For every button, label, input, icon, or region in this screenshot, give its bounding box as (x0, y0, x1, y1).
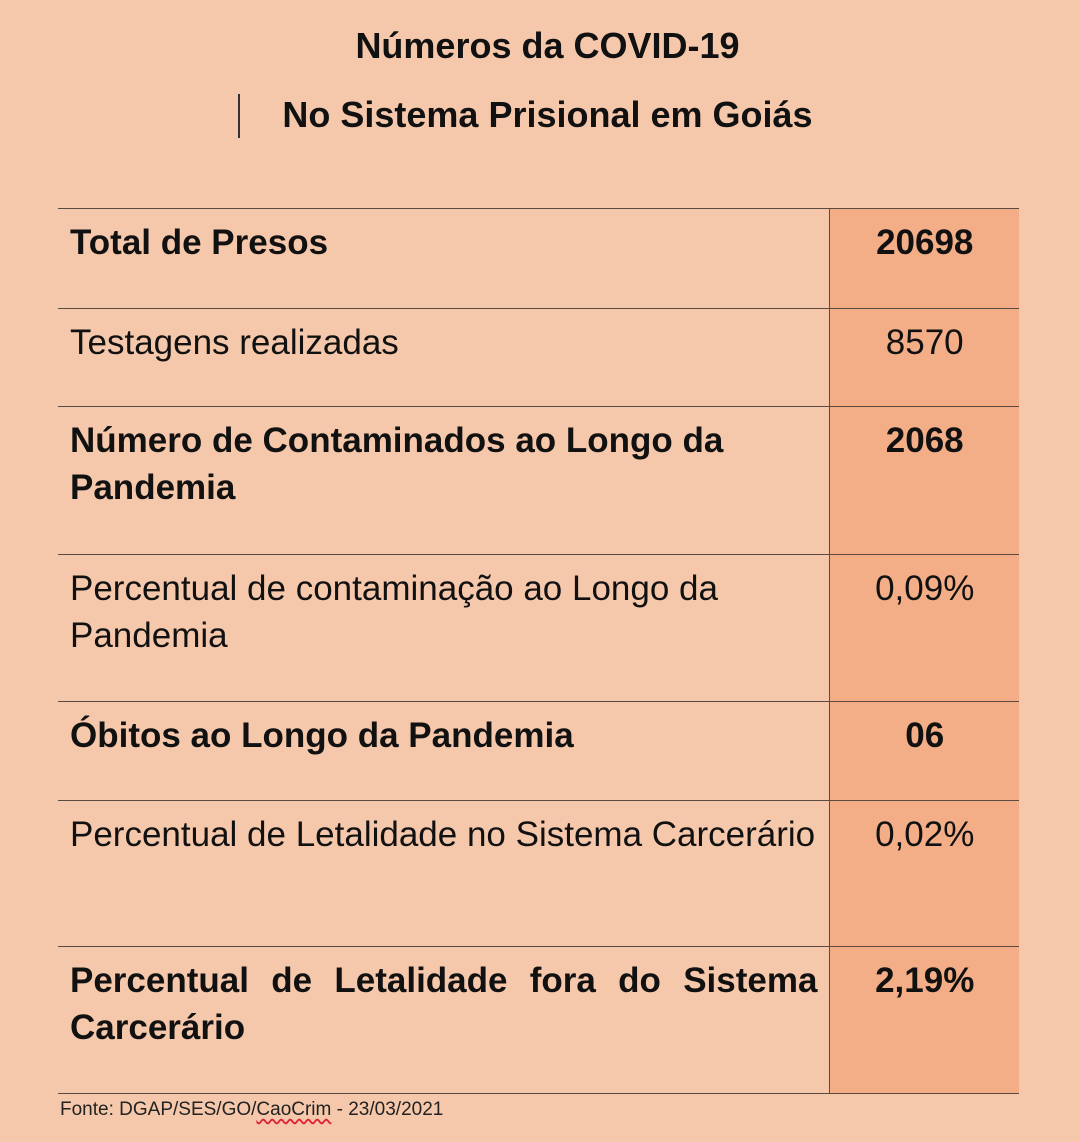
row-label: Percentual de contaminação ao Longo da P… (58, 554, 830, 702)
row-label: Percentual de Letalidade fora do Sistema… (58, 946, 830, 1094)
title-line-1: Números da COVID-19 (355, 25, 740, 66)
source-org: CaoCrim (256, 1099, 332, 1120)
row-value: 8570 (829, 308, 1019, 407)
covid-stats-table: Total de Presos 20698 Testagens realizad… (58, 208, 1019, 1094)
row-value: 20698 (829, 208, 1019, 309)
row-value: 0,09% (829, 554, 1019, 702)
title-line-2: No Sistema Prisional em Goiás (282, 94, 813, 135)
table-row: Testagens realizadas 8570 (58, 308, 1019, 407)
text-cursor (238, 94, 240, 138)
row-label: Óbitos ao Longo da Pandemia (58, 701, 830, 801)
row-value: 06 (829, 701, 1019, 801)
source-prefix: Fonte: DGAP/SES/GO/ (60, 1099, 257, 1120)
source-caption: Fonte: DGAP/SES/GO/CaoCrim - 23/03/2021 (60, 1099, 443, 1121)
table-row: Total de Presos 20698 (58, 208, 1019, 309)
row-label: Testagens realizadas (58, 308, 830, 407)
table-row: Percentual de Letalidade no Sistema Carc… (58, 800, 1019, 947)
row-value: 2068 (829, 406, 1019, 555)
table-row: Óbitos ao Longo da Pandemia 06 (58, 701, 1019, 801)
row-value: 2,19% (829, 946, 1019, 1094)
row-label: Total de Presos (58, 208, 830, 309)
table-row: Percentual de contaminação ao Longo da P… (58, 554, 1019, 702)
row-value: 0,02% (829, 800, 1019, 947)
row-label: Percentual de Letalidade no Sistema Carc… (58, 800, 830, 947)
source-date: - 23/03/2021 (331, 1099, 444, 1120)
table-row: Percentual de Letalidade fora do Sistema… (58, 946, 1019, 1094)
table-row: Número de Contaminados ao Longo da Pande… (58, 406, 1019, 555)
row-label: Número de Contaminados ao Longo da Pande… (58, 406, 830, 555)
